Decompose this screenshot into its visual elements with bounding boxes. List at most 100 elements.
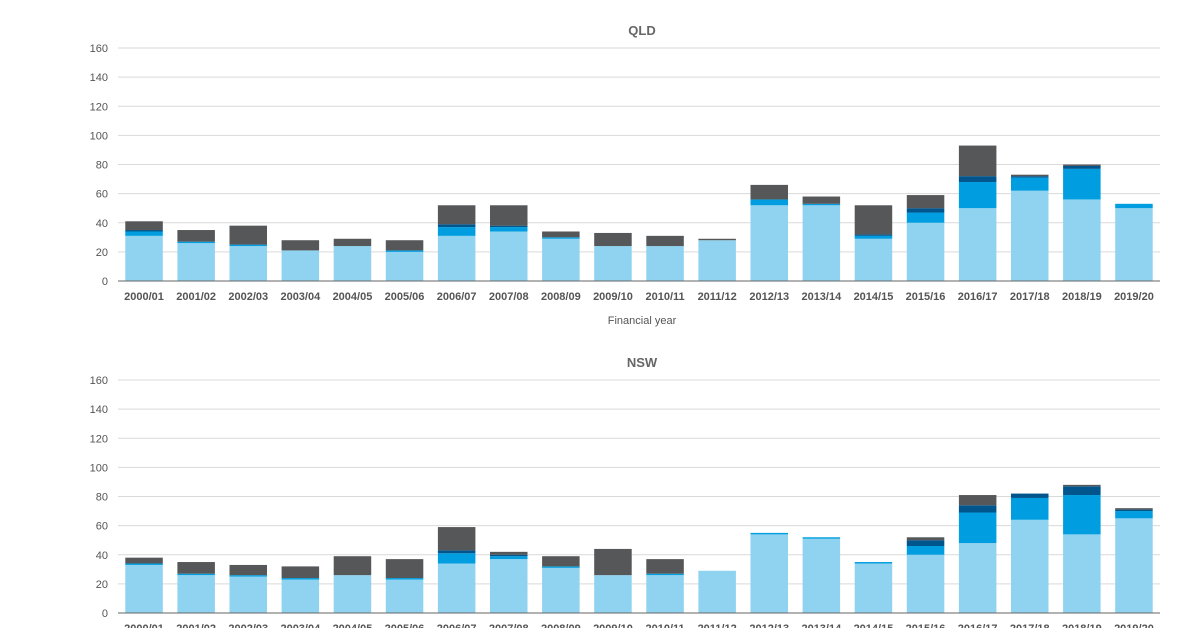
chart-qld-x-axis-label: Financial year [608, 315, 677, 327]
chart-qld-bar-2015-16-series-4 [906, 195, 945, 209]
chart-qld-bar-2016-17-series-2 [958, 181, 997, 209]
chart-qld-xtick-label: 2002/03 [228, 291, 268, 303]
chart-nsw-xtick-label: 2013/14 [801, 623, 842, 628]
chart-qld-xtick-label: 2015/16 [906, 291, 946, 303]
chart-nsw-ytick-label: 0 [102, 608, 108, 620]
chart-nsw-bar-2015-16-series-2 [906, 546, 945, 555]
chart-nsw-bar-2017-18-series-3 [1010, 493, 1049, 498]
chart-qld-bar-2018-19-series-2 [1063, 168, 1101, 200]
chart-qld-bar-2002-03-series-2 [229, 244, 268, 247]
chart-qld-bar-2007-08-series-1 [489, 231, 528, 281]
chart-qld-bar-2004-05-series-1 [333, 246, 372, 281]
chart-qld-bar-2008-09-series-4 [542, 231, 580, 238]
chart-nsw-bar-2012-13-series-2 [750, 532, 789, 535]
chart-qld-bar-2001-02-series-1 [177, 243, 215, 281]
chart-nsw-bar-2007-08-series-4 [489, 551, 528, 555]
chart-nsw-bar-2007-08-series-2 [489, 556, 528, 560]
chart-qld-xtick-label: 2016/17 [958, 291, 998, 303]
chart-nsw-xtick-label: 2019/20 [1114, 623, 1154, 628]
chart-nsw-xtick-label: 2010/11 [645, 623, 684, 628]
chart-qld-bar-2003-04-series-4 [281, 240, 320, 251]
chart-qld-bar-2014-15-series-1 [854, 238, 893, 281]
chart-qld-bar-2000-01-series-1 [125, 235, 163, 281]
chart-nsw-xtick-label: 2007/08 [489, 623, 529, 628]
chart-nsw-bar-2009-10-series-4 [594, 548, 632, 576]
chart-qld-bar-2007-08-series-3 [489, 225, 528, 228]
chart-nsw-xtick-label: 2017/18 [1010, 623, 1050, 628]
chart-nsw-bar-2001-02-series-2 [177, 573, 215, 576]
chart-nsw-xtick-label: 2004/05 [333, 623, 373, 628]
chart-nsw-bar-2003-04-series-2 [281, 578, 320, 580]
chart-nsw-xtick-label: 2016/17 [958, 623, 998, 628]
chart-qld-bar-2009-10-series-1 [594, 246, 632, 281]
chart-nsw-bar-2016-17-series-1 [958, 543, 997, 613]
chart-qld-xtick-label: 2009/10 [593, 291, 633, 303]
chart-nsw-ytick-label: 120 [90, 433, 108, 445]
chart-nsw-xtick-label: 2018/19 [1062, 623, 1102, 628]
chart-nsw-bar-2009-10-series-1 [594, 575, 632, 613]
chart-nsw-bar-2008-09-series-1 [542, 567, 580, 613]
chart-qld-bar-2000-01-series-3 [125, 230, 163, 232]
chart-nsw-xtick-label: 2011/12 [698, 623, 737, 628]
chart-qld-bar-2017-18-series-4 [1010, 174, 1049, 177]
chart-qld-xtick-label: 2000/01 [124, 291, 164, 303]
chart-nsw-bar-2005-06-series-2 [385, 578, 424, 580]
chart-qld-bar-2000-01-series-4 [125, 221, 163, 231]
chart-nsw-bar-2007-08-series-1 [489, 559, 528, 613]
chart-qld-xtick-label: 2008/09 [541, 291, 581, 303]
chart-qld-xtick-label: 2006/07 [437, 291, 477, 303]
chart-qld-bar-2006-07-series-3 [437, 224, 476, 228]
chart-nsw-bar-2001-02-series-1 [177, 575, 215, 613]
chart-qld-bar-2013-14-series-1 [802, 205, 841, 281]
chart-qld-xtick-label: 2010/11 [645, 291, 684, 303]
chart-nsw-bar-2014-15-series-1 [854, 563, 893, 613]
chart-nsw-bar-2005-06-series-4 [385, 559, 424, 579]
chart-nsw-ytick-label: 60 [96, 521, 108, 533]
chart-nsw-bar-2014-15-series-2 [854, 562, 893, 564]
chart-qld-bar-2017-18-series-2 [1010, 177, 1049, 191]
chart-qld-bar-2015-16-series-2 [906, 212, 945, 223]
chart-nsw-bar-2018-19-series-1 [1063, 534, 1101, 613]
chart-qld-xtick-label: 2003/04 [280, 291, 321, 303]
chart-nsw-bar-2015-16-series-3 [906, 540, 945, 547]
chart-nsw-ytick-label: 20 [96, 579, 108, 591]
chart-qld-bar-2003-04-series-1 [281, 250, 320, 281]
chart-qld-bar-2014-15-series-2 [854, 235, 893, 239]
chart-qld-bar-2005-06-series-4 [385, 240, 424, 251]
chart-nsw-bar-2010-11-series-4 [646, 559, 684, 574]
chart-nsw-ytick-label: 160 [90, 375, 108, 387]
chart-qld-bar-2018-19-series-1 [1063, 199, 1101, 281]
chart-nsw-xtick-label: 2009/10 [593, 623, 633, 628]
chart-nsw-bar-2005-06-series-1 [385, 579, 424, 613]
chart-qld-bar-2015-16-series-1 [906, 222, 945, 281]
chart-qld-xtick-label: 2012/13 [749, 291, 789, 303]
chart-qld-bar-2019-20-series-1 [1115, 208, 1153, 281]
chart-nsw-bar-2010-11-series-1 [646, 575, 684, 613]
chart-nsw-bar-2004-05-series-1 [333, 575, 372, 613]
chart-qld-bar-2016-17-series-3 [958, 176, 997, 182]
chart-qld-xtick-label: 2007/08 [489, 291, 529, 303]
chart-nsw-xtick-label: 2005/06 [385, 623, 425, 628]
chart-nsw-xtick-label: 2012/13 [749, 623, 789, 628]
chart-qld-bar-2011-12-series-1 [698, 240, 736, 281]
chart-nsw-bar-2012-13-series-1 [750, 534, 789, 613]
chart-nsw-bar-2017-18-series-1 [1010, 519, 1049, 613]
chart-nsw-ytick-label: 80 [96, 492, 108, 504]
chart-qld-bar-2008-09-series-2 [542, 237, 580, 239]
chart-nsw-bar-2013-14-series-2 [802, 537, 841, 539]
chart-qld-bar-2001-02-series-2 [177, 241, 215, 244]
chart-nsw-bar-2008-09-series-4 [542, 556, 580, 567]
chart-nsw-bar-2016-17-series-2 [958, 512, 997, 544]
chart-nsw-bar-2019-20-series-2 [1115, 511, 1153, 519]
chart-qld-bar-2002-03-series-4 [229, 225, 268, 245]
chart-nsw-bar-2002-03-series-4 [229, 564, 268, 576]
chart-nsw-bar-2015-16-series-4 [906, 537, 945, 541]
chart-nsw-bar-2000-01-series-1 [125, 564, 163, 613]
chart-qld-ytick-label: 80 [96, 160, 108, 172]
chart-nsw-xtick-label: 2006/07 [437, 623, 477, 628]
chart-qld-xtick-label: 2017/18 [1010, 291, 1050, 303]
chart-nsw-bar-2019-20-series-4 [1115, 508, 1153, 510]
chart-nsw-bar-2006-07-series-3 [437, 550, 476, 554]
chart-qld-bar-2007-08-series-4 [489, 205, 528, 226]
chart-nsw-ytick-label: 40 [96, 550, 108, 562]
